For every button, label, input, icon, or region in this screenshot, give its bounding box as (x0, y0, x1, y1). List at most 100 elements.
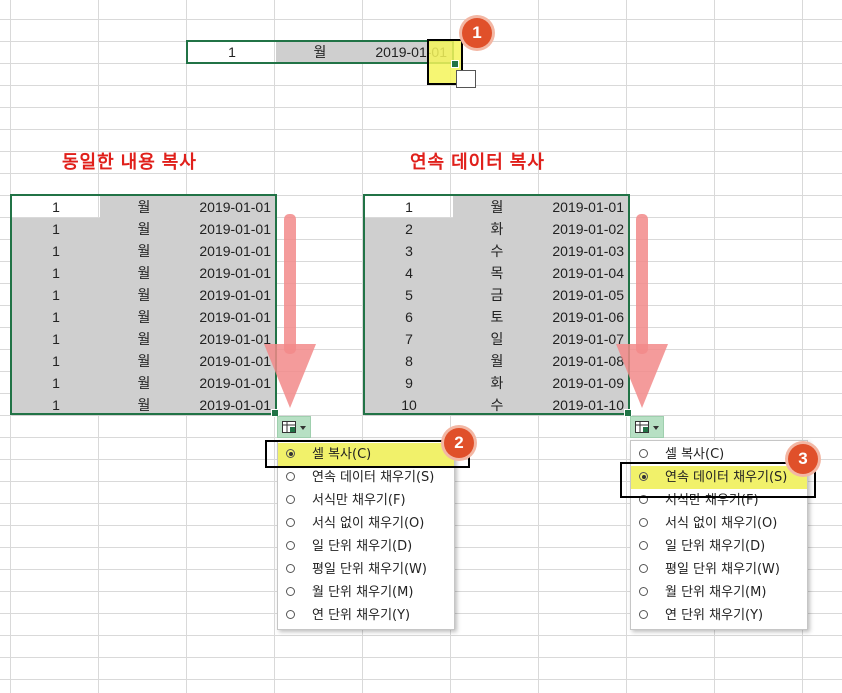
right-cell-day[interactable]: 수 (453, 240, 541, 262)
left-cell-num[interactable]: 1 (12, 394, 100, 416)
right-cell-day[interactable]: 일 (453, 328, 541, 350)
left-cell-day[interactable]: 월 (100, 196, 188, 218)
left-cell-num[interactable]: 1 (12, 262, 100, 284)
right-menu-item[interactable]: 셀 복사(C) (631, 443, 807, 466)
right-cell-date[interactable]: 2019-01-02 (541, 218, 629, 240)
right-down-arrow (616, 214, 668, 408)
left-cell-num[interactable]: 1 (12, 284, 100, 306)
left-cell-day[interactable]: 월 (100, 306, 188, 328)
right-cell-date[interactable]: 2019-01-07 (541, 328, 629, 350)
right-cell-date[interactable]: 2019-01-10 (541, 394, 629, 416)
left-cell-num[interactable]: 1 (12, 218, 100, 240)
fill-handle-box (427, 39, 463, 85)
fill-handle[interactable] (451, 60, 459, 68)
right-cell-num[interactable]: 7 (365, 328, 453, 350)
left-menu-item[interactable]: 월 단위 채우기(M) (278, 581, 454, 604)
left-menu-item[interactable]: 일 단위 채우기(D) (278, 535, 454, 558)
left-menu-item[interactable]: 서식 없이 채우기(O) (278, 512, 454, 535)
right-cell-day[interactable]: 화 (453, 218, 541, 240)
left-cell-num[interactable]: 1 (12, 240, 100, 262)
radio-icon (639, 449, 648, 458)
left-menu-item[interactable]: 서식만 채우기(F) (278, 489, 454, 512)
right-cell-num[interactable]: 10 (365, 394, 453, 416)
chevron-down-icon (653, 426, 659, 430)
left-menu-item[interactable]: 평일 단위 채우기(W) (278, 558, 454, 581)
right-cell-day[interactable]: 금 (453, 284, 541, 306)
left-cell-date[interactable]: 2019-01-01 (188, 240, 276, 262)
menu-item-label: 셀 복사(C) (665, 447, 725, 462)
left-cell-day[interactable]: 월 (100, 350, 188, 372)
left-cell-num[interactable]: 1 (12, 372, 100, 394)
right-cell-date[interactable]: 2019-01-08 (541, 350, 629, 372)
left-cell-day[interactable]: 월 (100, 394, 188, 416)
left-cell-num[interactable]: 1 (52, 199, 60, 215)
left-cell-day[interactable]: 월 (100, 218, 188, 240)
left-fill-handle[interactable] (271, 409, 279, 417)
right-cell-num[interactable]: 1 (405, 199, 413, 215)
right-cell-day[interactable]: 월 (453, 196, 541, 218)
left-cell-day[interactable]: 월 (100, 284, 188, 306)
left-cell-date[interactable]: 2019-01-01 (188, 218, 276, 240)
right-cell-date[interactable]: 2019-01-06 (541, 306, 629, 328)
right-autofill-options-button[interactable] (630, 416, 664, 438)
chevron-down-icon (300, 426, 306, 430)
right-cell-num[interactable]: 5 (365, 284, 453, 306)
right-menu-item[interactable]: 월 단위 채우기(M) (631, 581, 807, 604)
menu-item-label: 연속 데이터 채우기(S) (312, 470, 435, 485)
left-menu-item[interactable]: 연 단위 채우기(Y) (278, 604, 454, 627)
left-cell-num[interactable]: 1 (12, 306, 100, 328)
radio-icon (639, 472, 648, 481)
right-cell-num[interactable]: 6 (365, 306, 453, 328)
right-menu-item[interactable]: 연 단위 채우기(Y) (631, 604, 807, 627)
left-cell-date[interactable]: 2019-01-01 (188, 394, 276, 416)
left-cell-date[interactable]: 2019-01-01 (188, 328, 276, 350)
right-cell-date[interactable]: 2019-01-05 (541, 284, 629, 306)
right-cell-date[interactable]: 2019-01-03 (541, 240, 629, 262)
radio-icon (286, 610, 295, 619)
left-menu-item[interactable]: 셀 복사(C) (278, 443, 454, 466)
left-cell-day[interactable]: 월 (100, 328, 188, 350)
right-cell-day[interactable]: 화 (453, 372, 541, 394)
right-menu-item[interactable]: 연속 데이터 채우기(S) (631, 466, 807, 489)
right-cell-day[interactable]: 수 (453, 394, 541, 416)
left-cell-num[interactable]: 1 (12, 350, 100, 372)
right-cell-date[interactable]: 2019-01-09 (541, 372, 629, 394)
left-cell-date[interactable]: 2019-01-01 (188, 284, 276, 306)
radio-icon (639, 495, 648, 504)
left-cell-num[interactable]: 1 (12, 328, 100, 350)
right-cell-num[interactable]: 8 (365, 350, 453, 372)
left-cell-date[interactable]: 2019-01-01 (188, 306, 276, 328)
right-cell-num[interactable]: 4 (365, 262, 453, 284)
top-cell-day[interactable]: 월 (276, 41, 364, 63)
radio-icon (286, 449, 295, 458)
radio-icon (286, 587, 295, 596)
left-autofill-options-button[interactable] (277, 416, 311, 438)
menu-item-label: 연속 데이터 채우기(S) (665, 470, 788, 485)
left-cell-date[interactable]: 2019-01-01 (188, 372, 276, 394)
left-cell-day[interactable]: 월 (100, 240, 188, 262)
right-menu-item[interactable]: 일 단위 채우기(D) (631, 535, 807, 558)
left-menu-item[interactable]: 연속 데이터 채우기(S) (278, 466, 454, 489)
left-cell-date[interactable]: 2019-01-01 (188, 196, 276, 218)
radio-icon (639, 518, 648, 527)
right-menu-item[interactable]: 평일 단위 채우기(W) (631, 558, 807, 581)
right-cell-num[interactable]: 2 (365, 218, 453, 240)
right-cell-num[interactable]: 9 (365, 372, 453, 394)
menu-item-label: 연 단위 채우기(Y) (312, 608, 411, 623)
left-cell-date[interactable]: 2019-01-01 (188, 350, 276, 372)
autofill-options-icon[interactable] (456, 70, 476, 88)
right-fill-handle[interactable] (624, 409, 632, 417)
right-cell-day[interactable]: 월 (453, 350, 541, 372)
left-down-arrow (264, 214, 316, 408)
menu-item-label: 서식 없이 채우기(O) (312, 516, 425, 531)
right-cell-day[interactable]: 목 (453, 262, 541, 284)
right-cell-date[interactable]: 2019-01-01 (541, 196, 629, 218)
right-cell-day[interactable]: 토 (453, 306, 541, 328)
right-menu-item[interactable]: 서식 없이 채우기(O) (631, 512, 807, 535)
left-cell-date[interactable]: 2019-01-01 (188, 262, 276, 284)
top-cell-num[interactable]: 1 (228, 44, 236, 60)
right-cell-date[interactable]: 2019-01-04 (541, 262, 629, 284)
left-cell-day[interactable]: 월 (100, 262, 188, 284)
left-cell-day[interactable]: 월 (100, 372, 188, 394)
right-cell-num[interactable]: 3 (365, 240, 453, 262)
